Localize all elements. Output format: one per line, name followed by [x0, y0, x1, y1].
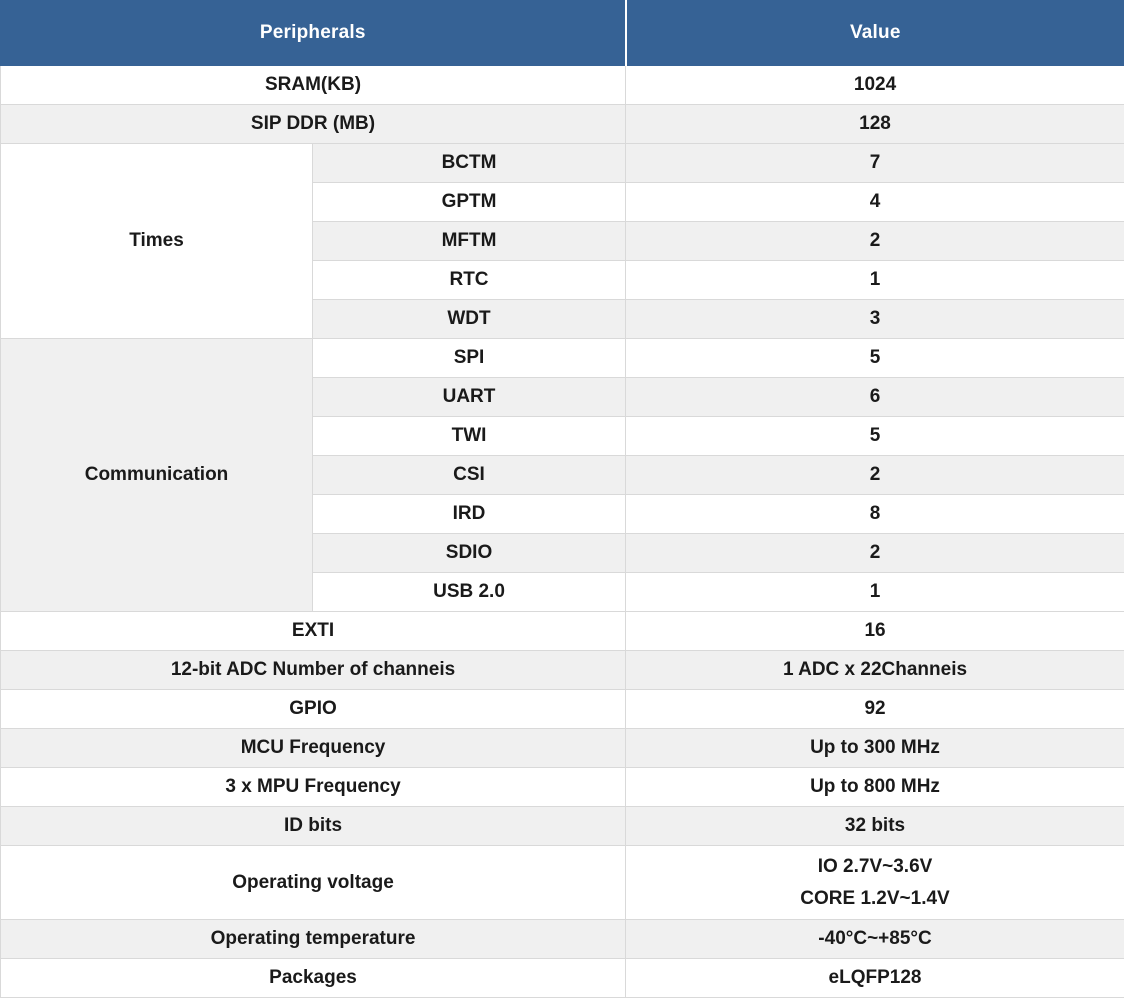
- table-row: SIP DDR (MB) 128: [1, 105, 1124, 144]
- row-value: 5: [626, 417, 1124, 456]
- row-label: Operating temperature: [1, 920, 626, 959]
- row-value: 16: [626, 612, 1124, 651]
- table-row: MCU Frequency Up to 300 MHz: [1, 729, 1124, 768]
- row-label: 3 x MPU Frequency: [1, 768, 626, 807]
- row-value: 3: [626, 300, 1124, 339]
- row-label: SIP DDR (MB): [1, 105, 626, 144]
- table-row: Operating voltage IO 2.7V~3.6V CORE 1.2V…: [1, 846, 1124, 920]
- table-row: EXTI 16: [1, 612, 1124, 651]
- row-value: 92: [626, 690, 1124, 729]
- row-value: Up to 800 MHz: [626, 768, 1124, 807]
- row-label: CSI: [313, 456, 626, 495]
- row-label: WDT: [313, 300, 626, 339]
- table-row: Times BCTM 7: [1, 144, 1124, 183]
- row-value: 1 ADC x 22Channeis: [626, 651, 1124, 690]
- row-label: RTC: [313, 261, 626, 300]
- row-value: 8: [626, 495, 1124, 534]
- table-row: 12-bit ADC Number of channeis 1 ADC x 22…: [1, 651, 1124, 690]
- row-value: -40°C~+85°C: [626, 920, 1124, 959]
- table-row: SRAM(KB) 1024: [1, 66, 1124, 105]
- header-value: Value: [626, 1, 1124, 66]
- row-value: 1: [626, 573, 1124, 612]
- group-label-communication: Communication: [1, 339, 313, 612]
- header-peripherals: Peripherals: [1, 1, 626, 66]
- row-value: 4: [626, 183, 1124, 222]
- row-label: Packages: [1, 959, 626, 998]
- table-row: GPIO 92: [1, 690, 1124, 729]
- row-label: BCTM: [313, 144, 626, 183]
- row-value: 5: [626, 339, 1124, 378]
- row-label: Operating voltage: [1, 846, 626, 920]
- row-label: GPTM: [313, 183, 626, 222]
- row-label: SRAM(KB): [1, 66, 626, 105]
- row-value: Up to 300 MHz: [626, 729, 1124, 768]
- row-value: 1: [626, 261, 1124, 300]
- row-value: 2: [626, 534, 1124, 573]
- row-value: 32 bits: [626, 807, 1124, 846]
- group-label-times: Times: [1, 144, 313, 339]
- row-label: ID bits: [1, 807, 626, 846]
- table-row: ID bits 32 bits: [1, 807, 1124, 846]
- row-label: EXTI: [1, 612, 626, 651]
- row-value: 6: [626, 378, 1124, 417]
- table-header: Peripherals Value: [1, 1, 1124, 66]
- row-label: 12-bit ADC Number of channeis: [1, 651, 626, 690]
- row-label: MFTM: [313, 222, 626, 261]
- table-row: Packages eLQFP128: [1, 959, 1124, 998]
- row-value: 128: [626, 105, 1124, 144]
- row-label: IRD: [313, 495, 626, 534]
- row-value: IO 2.7V~3.6V CORE 1.2V~1.4V: [626, 846, 1124, 920]
- row-value: 2: [626, 456, 1124, 495]
- row-label: UART: [313, 378, 626, 417]
- value-line-1: IO 2.7V~3.6V: [632, 851, 1118, 882]
- row-value: 1024: [626, 66, 1124, 105]
- row-label: USB 2.0: [313, 573, 626, 612]
- row-value: 2: [626, 222, 1124, 261]
- row-label: MCU Frequency: [1, 729, 626, 768]
- row-label: TWI: [313, 417, 626, 456]
- header-row: Peripherals Value: [1, 1, 1124, 66]
- row-label: SPI: [313, 339, 626, 378]
- table-row: Operating temperature -40°C~+85°C: [1, 920, 1124, 959]
- row-value: 7: [626, 144, 1124, 183]
- row-label: SDIO: [313, 534, 626, 573]
- table-row: Communication SPI 5: [1, 339, 1124, 378]
- table-row: 3 x MPU Frequency Up to 800 MHz: [1, 768, 1124, 807]
- row-value: eLQFP128: [626, 959, 1124, 998]
- value-line-2: CORE 1.2V~1.4V: [632, 883, 1118, 914]
- row-label: GPIO: [1, 690, 626, 729]
